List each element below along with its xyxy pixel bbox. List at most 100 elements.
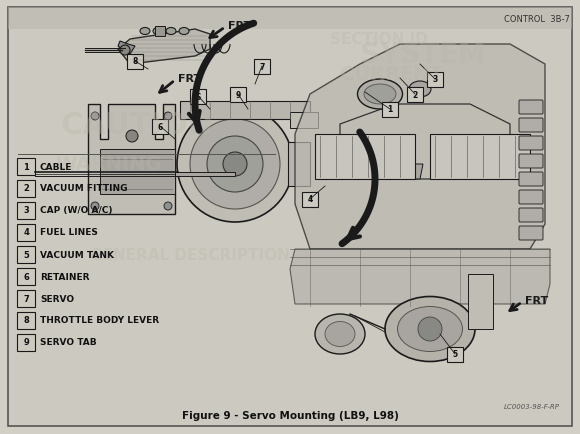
Polygon shape <box>290 250 550 304</box>
Polygon shape <box>436 164 461 180</box>
FancyBboxPatch shape <box>127 54 143 69</box>
FancyBboxPatch shape <box>519 101 543 115</box>
FancyBboxPatch shape <box>407 87 423 102</box>
FancyBboxPatch shape <box>382 102 398 117</box>
Text: SECTION ID: SECTION ID <box>330 33 428 47</box>
Circle shape <box>190 120 280 210</box>
Circle shape <box>223 153 247 177</box>
Polygon shape <box>118 42 135 55</box>
Text: VACUUM FITTING: VACUUM FITTING <box>40 184 128 193</box>
Text: GENERAL DESCRIPTION: GENERAL DESCRIPTION <box>90 247 290 262</box>
Text: 3: 3 <box>23 206 29 215</box>
Text: 4: 4 <box>307 195 313 204</box>
Text: WARNING: WARNING <box>55 155 161 174</box>
Text: CONTROL  3B-7: CONTROL 3B-7 <box>504 14 570 23</box>
FancyBboxPatch shape <box>17 268 35 285</box>
Text: 6: 6 <box>195 92 201 101</box>
Text: 2: 2 <box>23 184 29 193</box>
Text: FRT: FRT <box>178 74 201 84</box>
Ellipse shape <box>357 80 403 110</box>
Text: 6: 6 <box>157 122 162 131</box>
Polygon shape <box>175 173 235 177</box>
FancyBboxPatch shape <box>519 119 543 133</box>
Bar <box>8 8 572 30</box>
Circle shape <box>164 203 172 210</box>
Bar <box>430 135 530 180</box>
Circle shape <box>207 137 263 193</box>
Text: 4: 4 <box>23 228 29 237</box>
Circle shape <box>164 113 172 121</box>
FancyBboxPatch shape <box>17 159 35 176</box>
Text: SERVO TAB: SERVO TAB <box>40 338 97 347</box>
Ellipse shape <box>153 29 163 36</box>
Ellipse shape <box>179 29 189 36</box>
Text: 1: 1 <box>23 162 29 171</box>
Text: 2: 2 <box>412 90 418 99</box>
Ellipse shape <box>397 307 462 352</box>
Bar <box>290 113 318 129</box>
FancyBboxPatch shape <box>17 181 35 197</box>
Bar <box>468 274 493 329</box>
Circle shape <box>91 203 99 210</box>
Text: VACUUM TANK: VACUUM TANK <box>40 250 114 259</box>
Polygon shape <box>118 30 210 65</box>
FancyBboxPatch shape <box>17 290 35 307</box>
Ellipse shape <box>409 82 431 98</box>
FancyBboxPatch shape <box>254 59 270 74</box>
Text: 1: 1 <box>387 105 393 114</box>
Text: Figure 9 - Servo Mounting (LB9, L98): Figure 9 - Servo Mounting (LB9, L98) <box>182 410 398 420</box>
Polygon shape <box>474 164 499 180</box>
FancyBboxPatch shape <box>302 192 318 207</box>
Text: CAUTION: CAUTION <box>60 110 213 139</box>
Polygon shape <box>155 27 165 37</box>
Text: 8: 8 <box>132 57 137 66</box>
Text: 9: 9 <box>23 338 29 347</box>
Polygon shape <box>340 105 510 180</box>
Bar <box>100 150 175 194</box>
Ellipse shape <box>140 29 150 36</box>
Ellipse shape <box>166 29 176 36</box>
FancyBboxPatch shape <box>230 87 246 102</box>
Text: 9: 9 <box>235 90 241 99</box>
Ellipse shape <box>364 85 396 105</box>
Ellipse shape <box>385 297 475 362</box>
Circle shape <box>126 131 138 143</box>
Text: FRT: FRT <box>525 295 548 305</box>
FancyBboxPatch shape <box>17 312 35 329</box>
Polygon shape <box>360 164 385 180</box>
Text: FUEL LINES: FUEL LINES <box>40 228 98 237</box>
Bar <box>315 135 415 180</box>
FancyBboxPatch shape <box>447 347 463 362</box>
Text: CABLE: CABLE <box>40 162 72 171</box>
Text: 6: 6 <box>23 272 29 281</box>
Text: CURRENT: CURRENT <box>340 66 443 84</box>
FancyBboxPatch shape <box>519 227 543 240</box>
FancyBboxPatch shape <box>519 208 543 223</box>
Text: LC0003-98-F-RP: LC0003-98-F-RP <box>504 403 560 409</box>
FancyBboxPatch shape <box>519 191 543 204</box>
Text: 5: 5 <box>23 250 29 259</box>
Text: THROTTLE BODY LEVER: THROTTLE BODY LEVER <box>40 316 159 325</box>
Text: SYSTEM: SYSTEM <box>360 41 485 69</box>
Ellipse shape <box>325 322 355 347</box>
FancyBboxPatch shape <box>519 155 543 169</box>
Polygon shape <box>398 164 423 180</box>
FancyBboxPatch shape <box>519 173 543 187</box>
Ellipse shape <box>315 314 365 354</box>
FancyBboxPatch shape <box>17 224 35 241</box>
FancyBboxPatch shape <box>427 72 443 87</box>
Text: 3: 3 <box>432 76 438 84</box>
Circle shape <box>91 113 99 121</box>
Circle shape <box>120 46 130 56</box>
Bar <box>288 143 310 187</box>
FancyBboxPatch shape <box>17 247 35 263</box>
Circle shape <box>177 107 293 223</box>
FancyBboxPatch shape <box>152 119 168 134</box>
FancyBboxPatch shape <box>190 89 206 104</box>
Text: 7: 7 <box>23 294 29 303</box>
Polygon shape <box>295 45 545 250</box>
Polygon shape <box>88 105 175 214</box>
Text: 7: 7 <box>259 62 264 71</box>
Circle shape <box>418 317 442 341</box>
Text: SERVO: SERVO <box>40 294 74 303</box>
